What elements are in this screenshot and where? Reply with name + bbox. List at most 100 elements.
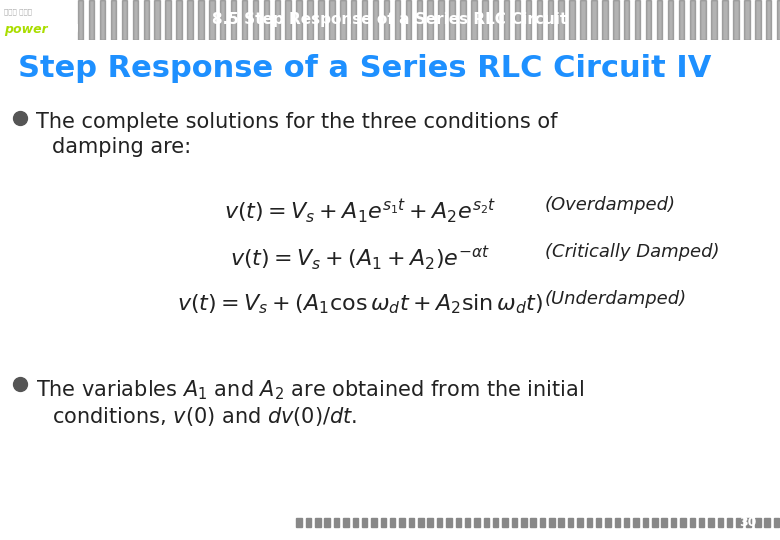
Bar	[482, 0, 488, 40]
Bar	[484, 518, 489, 526]
Bar	[334, 518, 339, 526]
Bar	[449, 0, 455, 40]
Bar	[209, 0, 215, 40]
Bar	[275, 0, 280, 40]
Bar	[460, 0, 466, 40]
Bar	[512, 518, 517, 526]
Bar	[635, 0, 640, 40]
Bar	[253, 0, 258, 40]
Bar	[680, 518, 686, 526]
Bar	[711, 0, 717, 40]
Bar	[427, 518, 433, 526]
Bar	[474, 518, 480, 526]
Bar	[242, 0, 247, 40]
Text: $v(t)=V_s + \left(A_1 \cos\omega_d t + A_2 \sin\omega_d t\right)$: $v(t)=V_s + \left(A_1 \cos\omega_d t + A…	[177, 292, 543, 315]
Bar	[446, 518, 452, 526]
Bar	[558, 518, 564, 526]
Bar	[671, 518, 676, 526]
Bar	[587, 518, 592, 526]
Bar	[764, 518, 770, 526]
Bar	[774, 518, 779, 526]
Bar	[668, 0, 673, 40]
Bar	[746, 518, 751, 526]
Bar	[353, 518, 358, 526]
Bar	[515, 0, 520, 40]
Bar	[615, 518, 620, 526]
Bar	[100, 0, 105, 40]
Bar	[613, 0, 619, 40]
Bar	[220, 0, 225, 40]
Bar	[324, 518, 330, 526]
Bar	[540, 518, 545, 526]
Bar	[633, 518, 639, 526]
Bar	[456, 518, 461, 526]
Bar	[661, 518, 667, 526]
Text: PNU: PNU	[47, 23, 80, 37]
Bar	[264, 0, 269, 40]
Bar	[329, 0, 335, 40]
Bar	[646, 0, 651, 40]
Bar	[733, 0, 739, 40]
Text: (Overdamped): (Overdamped)	[545, 196, 676, 214]
Text: damping are:: damping are:	[52, 137, 191, 157]
Bar	[502, 518, 508, 526]
Text: 8.5 Step Response of a Series RLC Circuit: 8.5 Step Response of a Series RLC Circui…	[212, 12, 568, 28]
Bar	[418, 518, 424, 526]
Bar	[755, 518, 760, 526]
Text: The variables $A_1$ and $A_2$ are obtained from the initial: The variables $A_1$ and $A_2$ are obtain…	[36, 378, 584, 402]
Bar	[679, 0, 684, 40]
Bar	[122, 0, 127, 40]
Bar	[187, 0, 193, 40]
Bar	[437, 518, 442, 526]
Bar	[548, 0, 553, 40]
Bar	[340, 0, 346, 40]
Bar	[624, 518, 629, 526]
Bar	[176, 0, 182, 40]
Bar	[657, 0, 662, 40]
Text: (Critically Damped): (Critically Damped)	[545, 243, 719, 261]
Bar	[690, 0, 695, 40]
Bar	[596, 518, 601, 526]
Bar	[465, 518, 470, 526]
Bar	[744, 0, 750, 40]
Bar	[390, 518, 395, 526]
Bar	[755, 0, 760, 40]
Bar	[602, 0, 608, 40]
Bar	[699, 518, 704, 526]
Bar	[427, 0, 433, 40]
Bar	[165, 0, 171, 40]
Bar	[722, 0, 728, 40]
Bar	[493, 0, 498, 40]
Text: power: power	[4, 23, 48, 36]
Bar	[718, 518, 723, 526]
Bar	[306, 518, 311, 526]
Text: 30: 30	[739, 516, 757, 529]
Bar	[558, 0, 564, 40]
Bar	[381, 518, 386, 526]
Bar	[362, 518, 367, 526]
Bar	[690, 518, 695, 526]
Text: 세계로 미래로: 세계로 미래로	[4, 9, 32, 16]
Bar	[315, 518, 321, 526]
Bar	[736, 518, 742, 526]
Bar	[395, 0, 400, 40]
Text: $v(t)=V_s + A_1 e^{s_1 t} + A_2 e^{s_2 t}$: $v(t)=V_s + A_1 e^{s_1 t} + A_2 e^{s_2 t…	[224, 198, 496, 226]
Bar	[504, 0, 509, 40]
Text: (Underdamped): (Underdamped)	[545, 290, 687, 308]
Bar	[78, 0, 83, 40]
Text: Step Response of a Series RLC Circuit IV: Step Response of a Series RLC Circuit IV	[18, 54, 711, 83]
Text: The complete solutions for the three conditions of: The complete solutions for the three con…	[36, 112, 558, 132]
Bar	[580, 0, 586, 40]
Bar	[133, 0, 138, 40]
Bar	[577, 518, 583, 526]
Bar	[652, 518, 658, 526]
Bar	[406, 0, 411, 40]
Bar	[417, 0, 422, 40]
Bar	[568, 518, 573, 526]
Bar	[700, 0, 706, 40]
Bar	[530, 518, 536, 526]
Bar	[198, 0, 204, 40]
Bar	[569, 0, 575, 40]
Bar	[708, 518, 714, 526]
Bar	[549, 518, 555, 526]
